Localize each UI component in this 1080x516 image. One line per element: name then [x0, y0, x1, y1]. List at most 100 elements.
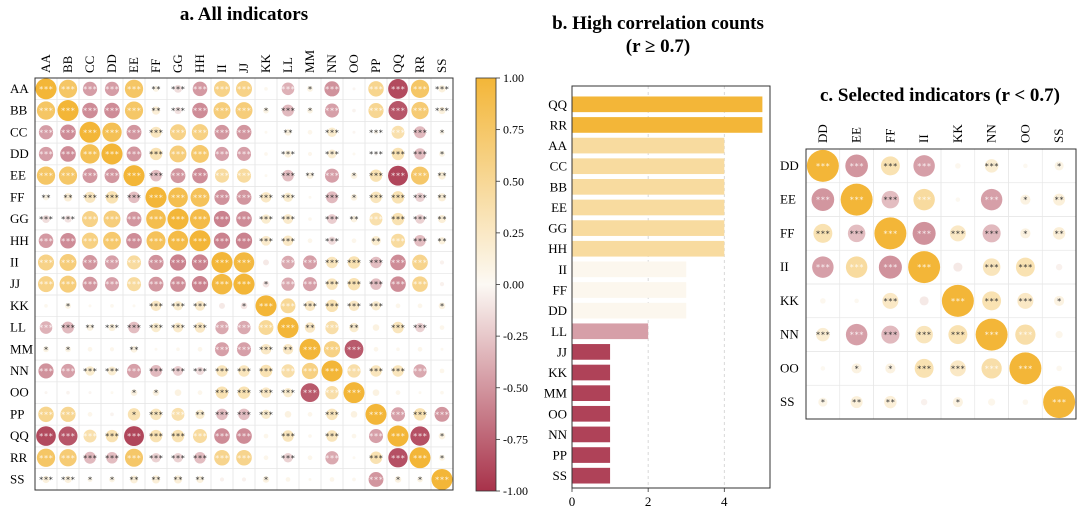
panel-a-significance-label: ***	[61, 85, 76, 94]
panel-a-significance-label: ***	[61, 150, 76, 159]
panel-a-significance-label: ***	[325, 389, 340, 398]
panel-a-significance-label: ***	[149, 367, 164, 376]
panel-b-category-label: EE	[551, 200, 567, 215]
panel-a-significance-label: *	[66, 302, 71, 311]
panel-a-significance-label: ***	[83, 367, 98, 376]
panel-a-cell-circle	[352, 456, 356, 460]
panel-c-cell-circle	[975, 318, 1008, 351]
panel-a-row-label: AA	[10, 81, 29, 96]
panel-a-cell-circle	[107, 366, 117, 376]
panel-a-significance-label: **	[305, 172, 315, 181]
panel-a-significance-label: **	[437, 172, 447, 181]
colorbar-tick-label: -0.75	[503, 432, 528, 446]
panel-c-cell-circle	[845, 323, 868, 346]
panel-a-cell-circle	[410, 426, 430, 446]
panel-a-significance-label: ***	[303, 367, 318, 376]
panel-c-significance-label: *	[1057, 162, 1062, 171]
panel-a-cell-circle	[238, 408, 250, 421]
panel-a-cell-circle	[283, 214, 293, 224]
panel-a-significance-label: ***	[39, 280, 54, 289]
panel-a-cell-circle	[126, 363, 142, 378]
panel-a-cell-circle	[285, 477, 291, 482]
panel-a-cell-circle	[233, 252, 255, 273]
panel-c-cell-circle	[878, 255, 902, 279]
panel-a-col-label: CC	[82, 56, 97, 73]
panel-a-cell-circle	[327, 127, 337, 137]
panel-a-left-labels: AA BB CC DD EE FF GG HH II JJ KK LL MM NN OO PP QQ RR SS	[10, 81, 34, 487]
panel-a-cell-circle	[237, 320, 251, 335]
panel-a-significance-label: ***	[171, 237, 186, 246]
panel-c-cell-circle	[854, 298, 859, 304]
panel-a-row-label: PP	[10, 406, 24, 421]
panel-a-significance-label: ***	[281, 215, 296, 224]
panel-a-significance-label: *	[440, 128, 445, 137]
panel-a-cell-circle	[173, 301, 183, 311]
panel-a-cell-circle	[80, 144, 100, 164]
panel-a-significance-label: ***	[171, 454, 186, 463]
panel-a-significance-label: ***	[149, 172, 164, 181]
panel-c-cell-circle	[881, 190, 900, 209]
panel-a-significance-label: ***	[127, 107, 142, 116]
panel-a-top-labels: AA BB CC DD EE FF GG HH II JJ KK LL MM NN OO PP QQ RR SS	[38, 49, 449, 73]
panel-a-significance-label: **	[349, 324, 359, 333]
panel-a-cell-circle	[321, 360, 343, 382]
panel-c-significance-label: ***	[883, 162, 898, 171]
panel-a-significance-label: ***	[281, 454, 296, 463]
panel-a-significance-label: *	[132, 410, 137, 419]
panel-c-cell-circle	[845, 256, 868, 278]
panel-b-bar	[572, 158, 725, 175]
panel-a-cell-circle	[307, 151, 313, 157]
panel-c-significance-label: ***	[883, 196, 898, 205]
panel-a-cell-circle	[105, 191, 119, 204]
panel-a-cell-circle	[414, 148, 426, 160]
panel-a-significance-label: ***	[281, 150, 296, 159]
panel-a-cell-circle	[351, 433, 357, 439]
panel-a-significance-label: ***	[39, 432, 54, 441]
panel-b-category-label: HH	[548, 241, 567, 256]
panel-a-significance-label: *	[352, 193, 357, 202]
panel-a-cell-circle	[126, 124, 142, 140]
panel-a-cell-circle	[151, 106, 161, 115]
panel-a-cell-circle	[124, 101, 144, 120]
panel-c-cell-circle	[884, 395, 897, 409]
panel-a-significance-label: ***	[413, 193, 428, 202]
panel-a-cell-circle	[109, 347, 115, 352]
panel-a-significance-label: ***	[303, 389, 318, 398]
panel-a-significance-label: ***	[83, 128, 98, 137]
panel-a-cell-circle	[38, 146, 54, 162]
panel-a-significance-label: ***	[39, 324, 54, 333]
panel-a-cell-circle	[60, 406, 76, 422]
panel-a-cell-circle	[350, 194, 358, 201]
panel-a-cell-circle	[302, 277, 318, 292]
panel-c-significance-label: ***	[883, 263, 898, 272]
panel-a-significance-label: *	[44, 345, 49, 354]
panel-a-significance-label: ***	[369, 367, 384, 376]
panel-c-cell-circle	[850, 396, 863, 409]
panel-a-cell-circle	[282, 169, 294, 182]
panel-a-significance-label: ***	[435, 107, 450, 116]
panel-a-significance-label: ***	[127, 128, 142, 137]
panel-b-category-label: BB	[550, 179, 568, 194]
panel-a-cell-circle	[238, 365, 250, 377]
panel-a-significance-label: ***	[149, 128, 164, 137]
panel-a-significance-label: ***	[149, 150, 164, 159]
panel-a-significance-label: **	[151, 107, 161, 116]
panel-a-cell-circle	[104, 168, 120, 184]
panel-a-cell-circle	[174, 84, 182, 93]
panel-a-row-label: KK	[10, 298, 29, 313]
panel-c-cell-circle	[1043, 386, 1076, 419]
panel-a-cell-circle	[304, 300, 316, 312]
panel-a-cell-circle	[237, 386, 251, 399]
panel-a-cell-circle	[352, 477, 356, 482]
panel-a-cell-circle	[281, 82, 295, 96]
panel-a-cell-circle	[372, 324, 380, 331]
panel-c-cell-circle	[949, 360, 966, 377]
colorbar-tick-label: -1.00	[503, 484, 528, 498]
panel-a-significance-label: ***	[127, 280, 142, 289]
panel-a-cell-circle	[82, 102, 98, 119]
panel-a-cell-circle	[191, 145, 209, 163]
panel-a-significance-label: ***	[83, 172, 98, 181]
panel-a-significance-label: ***	[413, 107, 428, 116]
panel-a-significance-label: ***	[281, 389, 296, 398]
panel-a-cell-circle	[390, 276, 406, 292]
